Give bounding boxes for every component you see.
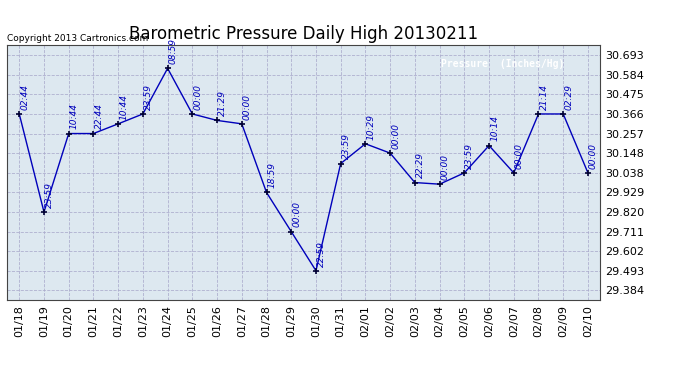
- Text: 00:00: 00:00: [193, 84, 202, 110]
- Text: 00:00: 00:00: [441, 154, 450, 180]
- Text: 00:00: 00:00: [391, 123, 400, 149]
- Text: 10:44: 10:44: [119, 94, 128, 120]
- Title: Barometric Pressure Daily High 20130211: Barometric Pressure Daily High 20130211: [129, 26, 478, 44]
- Text: 22:59: 22:59: [317, 240, 326, 267]
- Text: 00:00: 00:00: [293, 201, 302, 227]
- Text: 22:29: 22:29: [416, 152, 425, 178]
- Text: 23:59: 23:59: [342, 134, 351, 159]
- Text: 10:14: 10:14: [490, 116, 499, 141]
- Text: 23:59: 23:59: [465, 143, 474, 169]
- Text: 21:29: 21:29: [218, 90, 227, 116]
- Text: 18:59: 18:59: [268, 162, 277, 188]
- Text: 00:00: 00:00: [515, 143, 524, 169]
- Text: 22:44: 22:44: [95, 104, 103, 129]
- Text: 02:44: 02:44: [20, 84, 29, 110]
- Text: 00:00: 00:00: [589, 143, 598, 169]
- Text: 08:59: 08:59: [168, 38, 177, 64]
- Text: Copyright 2013 Cartronics.com: Copyright 2013 Cartronics.com: [7, 34, 148, 43]
- Text: 10:44: 10:44: [70, 104, 79, 129]
- Text: 02:29: 02:29: [564, 84, 573, 110]
- Text: 10:29: 10:29: [366, 114, 375, 140]
- Text: 21:14: 21:14: [540, 84, 549, 110]
- Text: 23:59: 23:59: [45, 182, 54, 208]
- Text: 00:00: 00:00: [243, 94, 252, 120]
- Text: 23:59: 23:59: [144, 84, 153, 110]
